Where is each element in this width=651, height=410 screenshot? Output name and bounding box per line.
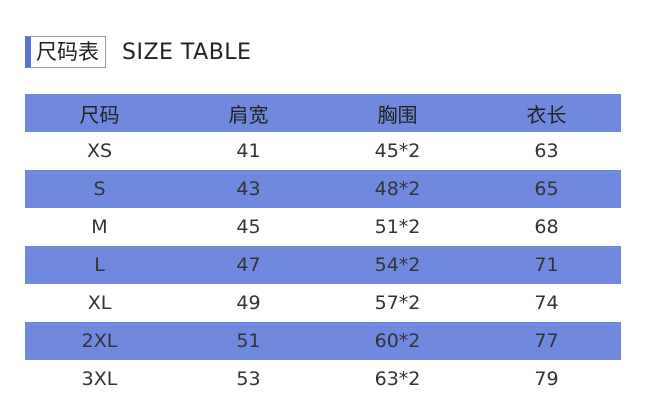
table-cell: 48*2 — [374, 178, 421, 200]
table-cell: 47 — [236, 254, 261, 276]
table-cell: 2XL — [81, 330, 118, 352]
table-cell: 63*2 — [374, 368, 421, 390]
column-header: 衣长 — [526, 102, 567, 127]
table-cell: 53 — [236, 368, 261, 390]
table-cell: 79 — [534, 368, 559, 390]
table-cell: S — [93, 178, 106, 200]
column-header: 尺码 — [79, 102, 120, 127]
table-cell: 60*2 — [374, 330, 421, 352]
table-body: XS 41 45*2 63 S 43 48*2 65 M 45 51*2 68 L 47 54*2 71 XL 4… — [25, 132, 621, 398]
column-header: 胸围 — [377, 102, 418, 127]
table-row: M 45 51*2 68 — [25, 208, 621, 246]
table-cell: 68 — [534, 216, 559, 238]
table-cell: 63 — [534, 140, 559, 162]
table-cell: M — [91, 216, 108, 238]
table-cell: 49 — [236, 292, 261, 314]
table-cell: 41 — [236, 140, 261, 162]
size-table: 尺码 肩宽 胸围 衣长 XS 41 45*2 63 S 43 48*2 65 M 45 51*2 68 L 47… — [25, 94, 621, 398]
header-row: 尺码 肩宽 胸围 衣长 — [25, 94, 621, 132]
table-cell: XS — [86, 140, 113, 162]
table-cell: 45 — [236, 216, 261, 238]
table-row: 3XL 53 63*2 79 — [25, 360, 621, 398]
table-cell: 43 — [236, 178, 261, 200]
table-cell: 51*2 — [374, 216, 421, 238]
table-cell: 54*2 — [374, 254, 421, 276]
table-cell: 3XL — [81, 368, 118, 390]
table-row: XL 49 57*2 74 — [25, 284, 621, 322]
title: 尺码表 — [25, 36, 106, 68]
table-cell: XL — [87, 292, 112, 314]
table-cell: 65 — [534, 178, 559, 200]
header: 尺码表 SIZE TABLE — [25, 36, 251, 68]
table-row: L 47 54*2 71 — [25, 246, 621, 284]
table-cell: 74 — [534, 292, 559, 314]
table-cell: 71 — [534, 254, 559, 276]
table-row: XS 41 45*2 63 — [25, 132, 621, 170]
table-row: 2XL 51 60*2 77 — [25, 322, 621, 360]
table-cell: 45*2 — [374, 140, 421, 162]
subtitle: SIZE TABLE — [122, 39, 252, 65]
column-header: 肩宽 — [228, 102, 269, 127]
table-row: S 43 48*2 65 — [25, 170, 621, 208]
table-cell: 57*2 — [374, 292, 421, 314]
table-cell: L — [94, 254, 105, 276]
table-cell: 77 — [534, 330, 559, 352]
table-cell: 51 — [236, 330, 261, 352]
